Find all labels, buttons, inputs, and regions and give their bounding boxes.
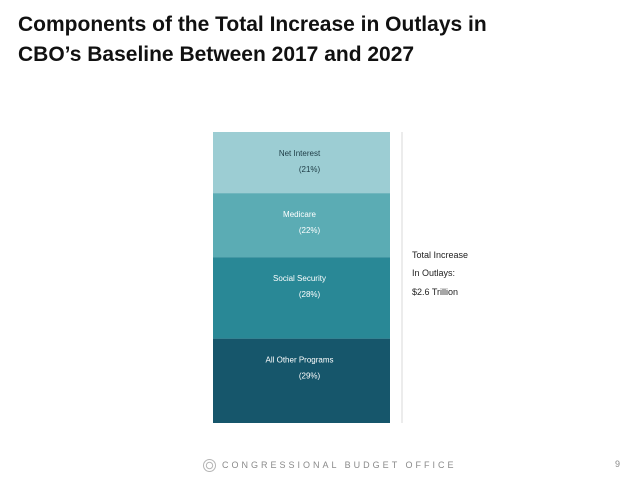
bar-segment-social-security: [213, 257, 390, 339]
page-title: Components of the Total Increase in Outl…: [18, 10, 618, 70]
page-number: 9: [614, 459, 620, 469]
annotation-line-1: Total Increase: [412, 250, 468, 260]
segment-percent-label: (22%): [299, 226, 321, 235]
segment-name-label: All Other Programs: [265, 356, 333, 365]
bar-segments: [213, 132, 390, 423]
segment-name-label: Social Security: [273, 274, 326, 283]
segment-name-label: Medicare: [283, 210, 316, 219]
footer-org-name: CONGRESSIONAL BUDGET OFFICE: [222, 460, 457, 470]
title-line-2: CBO’s Baseline Between 2017 and 2027: [18, 43, 415, 66]
bar-segment-net-interest: [213, 132, 390, 194]
segment-percent-label: (21%): [299, 165, 321, 174]
segment-percent-label: (28%): [299, 290, 321, 299]
segment-labels: All Other Programs (29%) Social Security (2…: [265, 149, 333, 381]
annotation-line-3: $2.6 Trillion: [412, 287, 458, 297]
annotation-line-2: In Outlays:: [412, 268, 455, 278]
cbo-logo-icon: [203, 459, 216, 472]
segment-percent-label: (29%): [299, 372, 321, 381]
bar-segment-medicare: [213, 193, 390, 258]
segment-name-label: Net Interest: [279, 149, 321, 158]
footer: CONGRESSIONAL BUDGET OFFICE 9: [0, 459, 638, 475]
title-line-1: Components of the Total Increase in Outl…: [18, 13, 487, 36]
bar-segment-all-other-programs: [213, 338, 390, 423]
